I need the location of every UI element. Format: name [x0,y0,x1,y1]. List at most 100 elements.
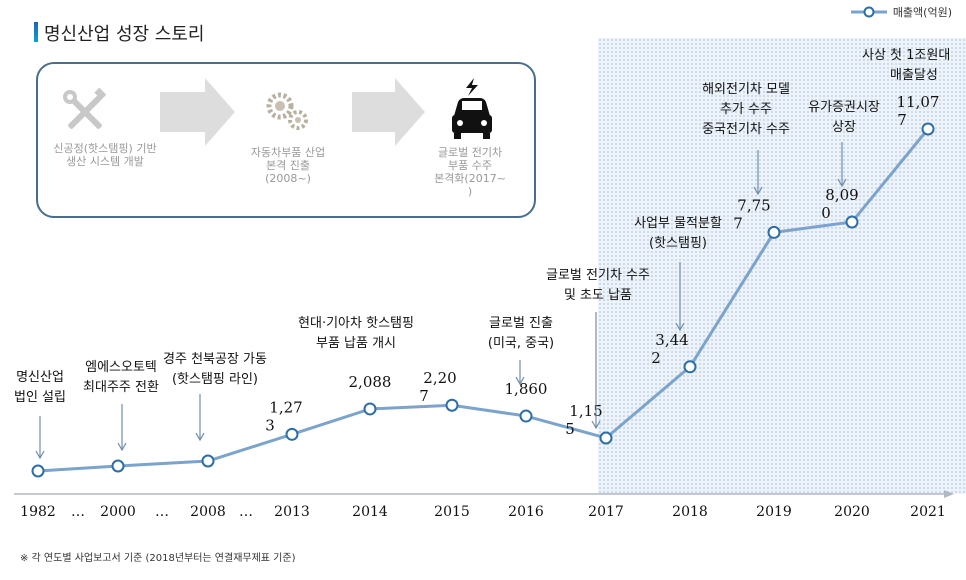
data-point-2016 [519,409,533,423]
annotation-2008: 경주 천북공장 가동 (핫스탬핑 라인) [144,350,286,390]
data-point-2000 [111,459,125,473]
gears-icon [266,92,308,130]
annotation-2008-line2: (핫스탬핑 라인) [171,372,259,387]
x-tick-label: 2008 [190,504,226,520]
annotation-arrowhead-1 [117,442,127,452]
x-tick-label: 1982 [20,504,56,520]
x-tick-label: 2016 [508,504,544,520]
annotation-2017-line2: 및 초도 납품 [563,288,633,303]
annotation-2021-line2: 매출달성 [890,68,938,83]
x-tick-label: … [239,504,253,520]
annotation-arrowhead-4 [591,420,601,430]
data-label-2020-cont: 0 [821,204,831,222]
annotation-2017-line1: 글로벌 전기차 수주 [546,268,650,283]
data-point-1982 [31,464,45,478]
story-step-1-line2: 생산 시스템 개발 [66,155,144,168]
title-accent-bar [34,22,38,42]
x-tick-label: 2013 [274,504,310,520]
annotation-2018-line2: (핫스탬핑) [649,236,707,251]
annotation-arrowhead-7 [837,178,847,188]
forecast-shade-area [598,38,966,494]
arrow-2-icon [352,78,425,146]
story-step-3-label: 글로벌 전기차 부품 수주 본격화(2017~ ) [418,146,522,198]
electric-car-icon [452,78,492,139]
x-tick-label: 2019 [756,504,792,520]
data-point-2008 [201,454,215,468]
legend-label: 매출액(억원) [892,6,952,19]
annotation-arrowhead-6 [753,186,763,196]
annotation-2000: 엠에스오토텍 최대주주 전환 [66,358,176,398]
x-tick-label: 2018 [672,504,708,520]
arrow-1-icon [160,78,235,146]
annotation-2021-line1: 사상 첫 1조원대 [862,48,951,63]
story-step-2-line1: 자동차부품 산업 [250,146,326,159]
annotation-2019-line3: 중국전기차 수주 [702,122,790,137]
x-tick-label: 2000 [100,504,136,520]
x-tick-label: 2014 [352,504,388,520]
x-tick-label: 2020 [834,504,870,520]
story-step-2-label: 자동차부품 산업 본격 진출 (2008~) [228,146,348,185]
data-label-2021: 11,07 [897,93,940,111]
annotation-2016-line1: 글로벌 진출 [489,316,553,331]
data-label-2018: 3,44 [655,331,688,349]
legend-line-marker-icon [850,6,887,18]
annotation-1982-line2: 법인 설립 [14,390,66,405]
data-point-2013 [285,427,299,441]
annotation-arrowhead-0 [35,450,45,460]
data-point-2014 [363,402,377,416]
data-label-2019-cont: 7 [733,214,743,232]
story-step-3-line4: ) [467,185,473,198]
data-label-2013: 1,27 [269,398,302,416]
data-label-2016: 1,860 [505,380,548,398]
data-label-2013-cont: 3 [265,416,275,434]
data-point-2015 [445,398,459,412]
annotation-2017: 글로벌 전기차 수주 및 초도 납품 [526,266,670,306]
x-tick-label: 2021 [910,504,946,520]
legend: 매출액(억원) [849,4,952,20]
annotation-2020: 유가증권시장 상장 [792,98,896,138]
data-label-2018-cont: 2 [651,349,661,367]
annotation-2016-line2: (미국, 중국) [487,336,555,351]
annotation-2020-line1: 유가증권시장 [808,100,880,115]
growth-story-box [36,62,536,218]
data-label-2020: 8,09 [825,186,858,204]
annotation-arrowhead-3 [515,376,525,386]
annotation-2019-line1: 해외전기차 모델 [702,82,790,97]
data-point-2019 [767,225,781,239]
data-point-2021 [921,122,935,136]
data-label-2017-cont: 5 [565,420,575,438]
annotation-arrowhead-5 [675,322,685,332]
data-label-2017: 1,15 [569,402,602,420]
data-label-2021-cont: 7 [897,111,907,129]
data-label-2015: 2,20 [423,369,456,387]
revenue-series-line [37,128,930,473]
annotation-2018: 사업부 물적분할 (핫스탬핑) [614,214,742,254]
x-tick-label: 2015 [434,504,470,520]
data-point-2018 [683,360,697,374]
annotation-2019: 해외전기차 모델 추가 수주 중국전기차 수주 [686,80,806,140]
annotation-2018-line1: 사업부 물적분할 [634,216,722,231]
story-step-2-line3: (2008~) [265,172,311,185]
footnote: ※ 각 연도별 사업보고서 기준 (2018년부터는 연결재무제표 기준) [20,553,296,564]
annotation-2014: 현대·기아차 핫스탬핑 부품 납품 개시 [276,314,436,354]
annotation-2000-line1: 엠에스오토텍 [85,360,157,375]
x-tick-label: … [155,504,169,520]
annotation-2000-line2: 최대주주 전환 [83,380,159,395]
data-point-2020 [845,215,859,229]
story-step-1-label: 신공정(핫스탬핑) 기반 생산 시스템 개발 [30,142,180,168]
data-label-2014: 2,088 [349,373,392,391]
data-point-2017 [599,431,613,445]
data-label-2019: 7,75 [737,196,770,214]
story-step-3-line2: 부품 수주 [448,159,492,172]
annotation-2020-line2: 상장 [832,120,856,135]
x-tick-label: 2017 [588,504,624,520]
annotation-1982-line1: 명신산업 [16,370,64,385]
annotation-2014-line1: 현대·기아차 핫스탬핑 [298,316,414,331]
annotation-2016: 글로벌 진출 (미국, 중국) [466,314,576,354]
annotation-2008-line1: 경주 천북공장 가동 [163,352,267,367]
x-axis-arrow-icon [944,490,954,498]
story-step-3-line3: 본격화(2017~ [434,172,506,185]
annotation-2021: 사상 첫 1조원대 매출달성 [862,46,966,86]
